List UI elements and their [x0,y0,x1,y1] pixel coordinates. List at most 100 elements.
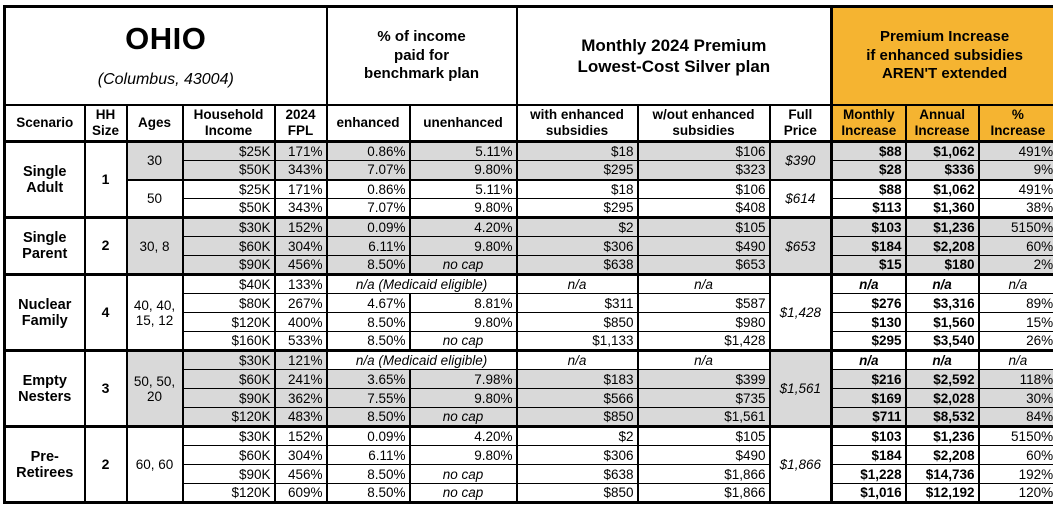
col-header-enhanced: enhanced [325,103,411,143]
column-header-row: Scenario HH Size Ages Household Income 2… [3,103,1053,143]
table-row: $160K 533% 8.50% no cap $1,133 $1,428 $295 $3,5… [5,331,1053,352]
table-row: $50K 343% 7.07% 9.80% $295 $408 $113 $1,360 38% [5,198,1053,219]
enhanced-pct-cell: 3.65% [325,369,411,390]
without-subsidies-cell: $323 [636,160,771,181]
unenhanced-pct-cell: 5.11% [408,140,518,162]
income-cell: $50K [181,160,276,181]
without-subsidies-cell: $399 [636,369,771,390]
without-subsidies-cell: $1,428 [636,331,771,352]
with-subsidies-cell: $850 [515,312,639,333]
without-subsidies-cell: $587 [636,293,771,314]
with-subsidies-cell: $638 [515,255,639,276]
monthly-increase-cell: $216 [830,369,907,390]
without-subsidies-cell: $980 [636,312,771,333]
fpl-cell: 152% [273,425,328,447]
monthly-increase-cell: $295 [830,331,907,352]
income-cell: $25K [181,140,276,162]
unenhanced-pct-cell: no cap [408,331,518,352]
enhanced-pct-cell: 0.09% [325,425,411,447]
income-cell: $60K [181,445,276,466]
unenhanced-pct-cell: no cap [408,255,518,276]
enhanced-pct-cell: 8.50% [325,483,411,504]
hh-size-cell: 2 [83,216,128,276]
unenhanced-pct-cell: 9.80% [408,236,518,257]
ages-cell: 30, 8 [125,216,184,276]
with-subsidies-cell: $295 [515,160,639,181]
enhanced-pct-cell: 7.07% [325,198,411,219]
without-subsidies-cell: $1,561 [636,407,771,428]
with-subsidies-cell: $311 [515,293,639,314]
table-row: Nuclear Family 4 40, 40, 15, 12 $40K 133% n/a… [3,273,1053,352]
with-subsidies-cell: n/a [515,349,639,371]
without-subsidies-cell: $653 [636,255,771,276]
monthly-increase-cell: $711 [830,407,907,428]
income-cell: $30K [181,349,276,371]
full-price-cell: $1,866 [768,425,833,504]
unenhanced-pct-cell: 5.11% [408,178,518,200]
enhanced-pct-cell: 0.09% [325,216,411,238]
with-subsidies-cell: $306 [515,445,639,466]
pct-increase-cell: 26% [977,331,1053,352]
income-cell: $60K [181,369,276,390]
income-cell: $90K [181,388,276,409]
with-subsidies-cell: $2 [515,425,639,447]
table-row: Pre- Retirees 2 60, 60 $30K 152% 0.09% 4.20% $2… [3,425,1053,504]
pct-increase-cell: n/a [977,273,1053,295]
pct-increase-cell: 491% [977,140,1053,162]
table-row: Empty Nesters 3 50, 50, 20 $30K 121% n/a (Med… [3,349,1053,428]
pct-increase-cell: 60% [977,445,1053,466]
without-subsidies-cell: $490 [636,236,771,257]
pct-increase-cell: 118% [977,369,1053,390]
income-cell: $90K [181,464,276,485]
annual-increase-cell: $3,316 [904,293,980,314]
annual-increase-cell: $2,028 [904,388,980,409]
ages-cell: 30 [125,140,184,181]
unenhanced-pct-cell: 4.20% [408,216,518,238]
unenhanced-pct-cell: 9.80% [408,198,518,219]
monthly-increase-cell: $88 [830,178,907,200]
fpl-cell: 533% [273,331,328,352]
monthly-increase-cell: $1,228 [830,464,907,485]
col-header-full-price: Full Price [768,103,833,143]
income-cell: $30K [181,216,276,238]
with-subsidies-cell: $1,133 [515,331,639,352]
with-subsidies-cell: $295 [515,198,639,219]
scenario-cell: Pre- Retirees [3,425,86,504]
annual-increase-cell: $2,208 [904,445,980,466]
header-group-row: OHIO (Columbus, 43004) % of income paid … [3,5,1053,106]
enhanced-pct-cell: 6.11% [325,236,411,257]
annual-increase-cell: $2,208 [904,236,980,257]
with-subsidies-cell: $183 [515,369,639,390]
fpl-cell: 609% [273,483,328,504]
annual-increase-cell: $3,540 [904,331,980,352]
premium-increase-header: Premium Increase if enhanced subsidies A… [830,5,1053,106]
scenario-cell: Single Parent [3,216,86,276]
col-header-pct-increase: % Increase [977,103,1053,143]
pct-increase-cell: 30% [977,388,1053,409]
pct-increase-cell: 5150% [977,216,1053,238]
table-row: $120K 609% 8.50% no cap $850 $1,866 $1,016 $12,… [5,483,1053,504]
without-subsidies-cell: n/a [636,273,771,295]
col-header-2024-fpl: 2024 FPL [273,103,328,143]
with-subsidies-cell: $18 [515,140,639,162]
col-header-monthly-increase: Monthly Increase [830,103,907,143]
annual-increase-cell: $12,192 [904,483,980,504]
col-header-hh-size: HH Size [83,103,128,143]
income-cell: $120K [181,407,276,428]
fpl-cell: 456% [273,255,328,276]
scenario-cell: Single Adult [3,140,86,219]
col-header-scenario: Scenario [3,103,86,143]
annual-increase-cell: $14,736 [904,464,980,485]
income-cell: $120K [181,312,276,333]
monthly-increase-cell: n/a [830,349,907,371]
ages-cell: 60, 60 [125,425,184,504]
unenhanced-pct-cell: no cap [408,483,518,504]
pct-increase-cell: 9% [977,160,1053,181]
medicaid-na-cell: n/a (Medicaid eligible) [325,273,518,295]
with-subsidies-cell: $566 [515,388,639,409]
scenario-cell: Empty Nesters [3,349,86,428]
col-header-annual-increase: Annual Increase [904,103,980,143]
col-header-with-subsidies: with enhanced subsidies [515,103,639,143]
full-price-cell: $1,561 [768,349,833,428]
with-subsidies-cell: $18 [515,178,639,200]
